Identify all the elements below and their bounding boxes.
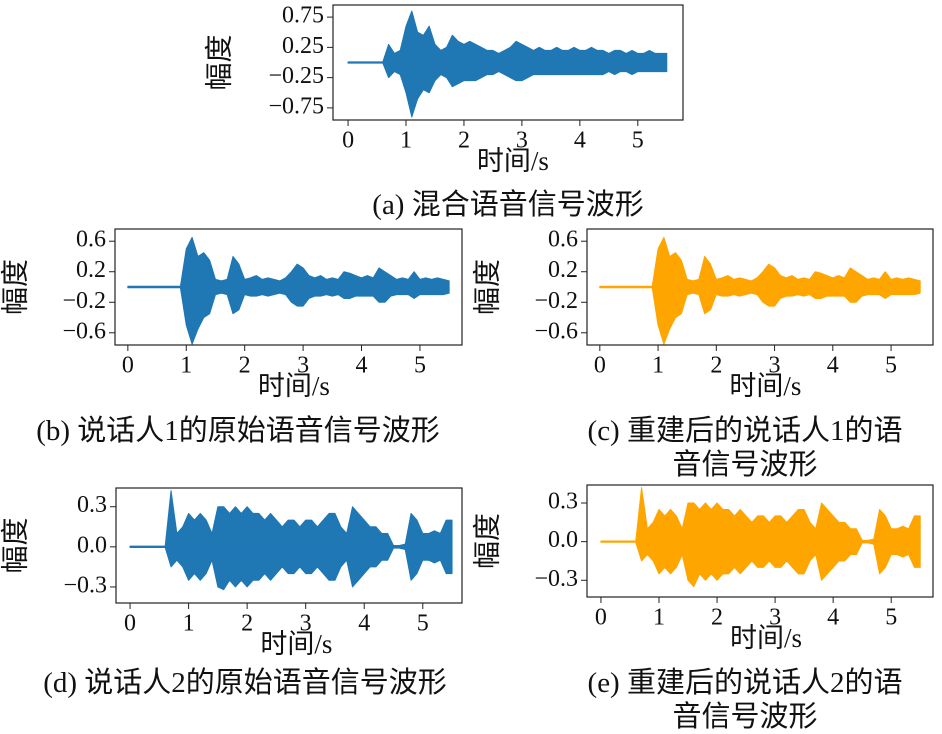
x-axis-label: 时间/s xyxy=(258,371,330,401)
x-tick-label: 0 xyxy=(122,353,134,379)
waveform xyxy=(600,487,921,543)
x-tick-label: 0 xyxy=(595,605,607,631)
y-tick-label: 0.3 xyxy=(548,489,578,515)
chart-caption: (d) 说话人2的原始语音信号波形 xyxy=(43,667,447,699)
x-tick-label: 1 xyxy=(652,353,664,379)
y-tick-label: 0.75 xyxy=(282,3,324,29)
x-tick-label: 4 xyxy=(358,611,370,637)
x-tick-label: 4 xyxy=(356,353,368,379)
x-tick-label: 3 xyxy=(769,353,781,379)
y-tick-label: −0.2 xyxy=(62,288,106,314)
x-tick-label: 3 xyxy=(516,128,528,154)
y-tick-label: 0.0 xyxy=(77,532,107,558)
y-tick-label: 0.6 xyxy=(548,227,578,253)
x-tick-label: 5 xyxy=(885,353,897,379)
waveform xyxy=(129,490,453,548)
x-tick-label: 1 xyxy=(653,605,665,631)
y-tick-label: 0.2 xyxy=(76,257,106,283)
waveform xyxy=(347,62,668,118)
x-tick-label: 0 xyxy=(124,611,136,637)
x-tick-label: 0 xyxy=(342,128,354,154)
x-tick-label: 4 xyxy=(827,353,839,379)
waveform xyxy=(600,541,921,588)
x-tick-label: 2 xyxy=(458,128,470,154)
plot-frame xyxy=(115,487,463,604)
x-axis-label: 时间/s xyxy=(730,623,802,653)
waveform xyxy=(347,10,668,63)
x-tick-label: 3 xyxy=(297,353,309,379)
x-tick-label: 3 xyxy=(769,605,781,631)
x-tick-label: 4 xyxy=(574,128,586,154)
y-tick-label: 0.6 xyxy=(76,227,106,253)
x-tick-label: 2 xyxy=(711,605,723,631)
x-tick-label: 3 xyxy=(300,611,312,637)
chart-caption: (c) 重建后的说话人1的语音信号波形 xyxy=(587,415,903,481)
y-tick-label: −0.6 xyxy=(62,318,106,344)
x-axis-label: 时间/s xyxy=(477,146,549,176)
x-tick-label: 1 xyxy=(183,611,195,637)
y-tick-label: 0.2 xyxy=(548,257,578,283)
chart-caption: (b) 说话人1的原始语音信号波形 xyxy=(36,415,440,447)
y-axis-label: 幅度 xyxy=(0,259,31,315)
x-tick-label: 5 xyxy=(885,605,897,631)
y-tick-label: 0.25 xyxy=(282,33,324,59)
y-tick-label: −0.6 xyxy=(534,318,578,344)
x-tick-label: 2 xyxy=(710,353,722,379)
y-axis-label: 幅度 xyxy=(0,517,31,573)
waveform xyxy=(599,236,921,288)
x-tick-label: 5 xyxy=(417,611,429,637)
plot-frame xyxy=(114,228,463,346)
y-tick-label: −0.75 xyxy=(268,93,324,119)
x-tick-label: 1 xyxy=(180,353,192,379)
x-tick-label: 2 xyxy=(239,353,251,379)
x-tick-label: 5 xyxy=(632,128,644,154)
x-tick-label: 2 xyxy=(241,611,253,637)
y-axis-label: 幅度 xyxy=(471,513,503,569)
x-tick-label: 5 xyxy=(414,353,426,379)
y-tick-label: −0.3 xyxy=(63,572,107,598)
x-axis-label: 时间/s xyxy=(260,629,332,659)
y-axis-label: 幅度 xyxy=(203,34,235,90)
plot-frame xyxy=(586,228,934,346)
y-tick-label: −0.3 xyxy=(534,566,578,592)
x-axis-label: 时间/s xyxy=(729,371,801,401)
x-tick-label: 0 xyxy=(594,353,606,379)
waveform xyxy=(129,546,453,591)
plot-frame xyxy=(332,4,684,121)
waveform xyxy=(599,286,921,345)
y-tick-label: 0.3 xyxy=(77,492,107,518)
y-tick-label: 0.0 xyxy=(548,527,578,553)
y-tick-label: −0.25 xyxy=(268,63,324,89)
y-tick-label: −0.2 xyxy=(534,288,578,314)
x-tick-label: 4 xyxy=(827,605,839,631)
chart-caption: (a) 混合语音信号波形 xyxy=(372,189,644,221)
x-tick-label: 1 xyxy=(400,128,412,154)
plot-frame xyxy=(586,484,934,598)
waveform xyxy=(127,236,450,288)
y-axis-label: 幅度 xyxy=(471,259,503,315)
chart-caption: (e) 重建后的说话人2的语音信号波形 xyxy=(587,667,903,733)
waveform xyxy=(127,286,450,345)
